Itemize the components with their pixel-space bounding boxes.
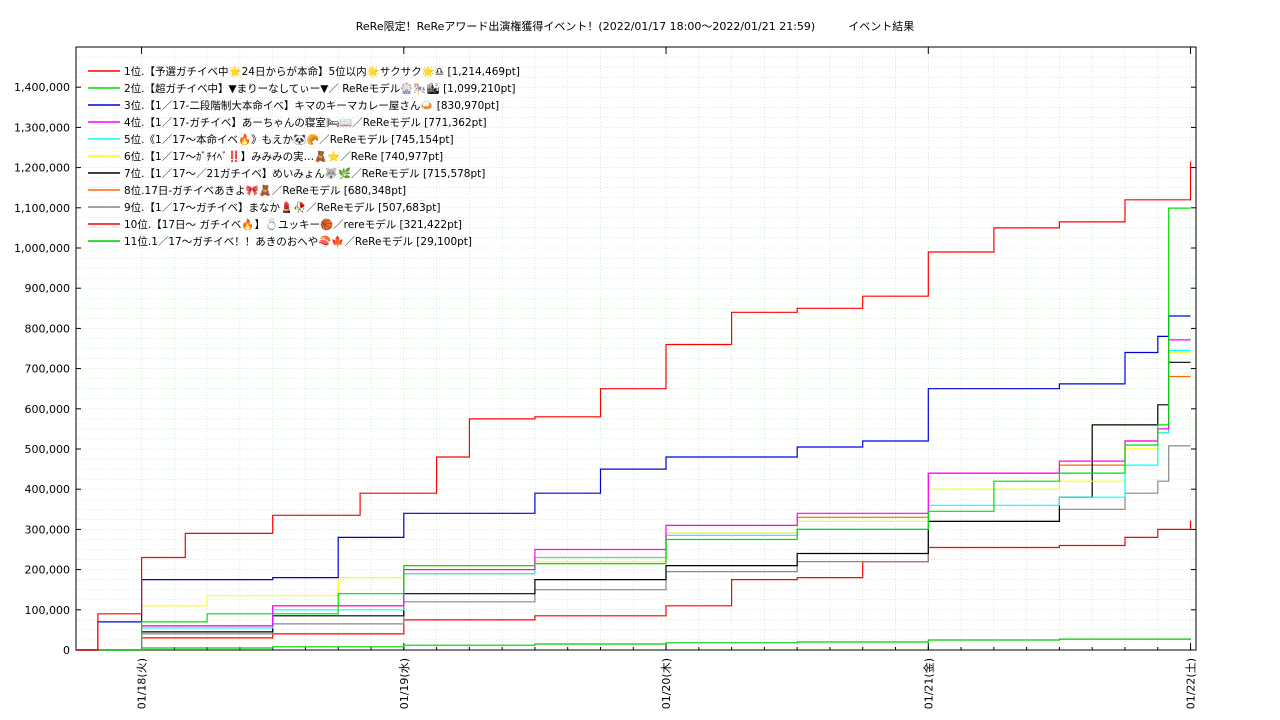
series-line bbox=[76, 315, 1191, 651]
y-tick-label: 400,000 bbox=[25, 483, 71, 496]
series-lines bbox=[76, 161, 1192, 651]
legend-label: 6位.【1／17〜ｶﾞﾁｲﾍﾞ‼️】みみみの実…🧸⭐️／ReRe [740,97… bbox=[124, 150, 443, 163]
y-tick-label: 1,400,000 bbox=[14, 81, 70, 94]
series-line bbox=[76, 351, 1191, 651]
y-tick-label: 1,300,000 bbox=[14, 121, 70, 134]
legend-label: 3位.【1／17-二段階制大本命イベ】キマのキーマカレー屋さん🍛 [830,97… bbox=[124, 99, 499, 112]
y-tick-label: 600,000 bbox=[25, 403, 71, 416]
y-tick-label: 100,000 bbox=[25, 604, 71, 617]
x-tick-label: 01/20(木) bbox=[660, 658, 673, 709]
y-tick-label: 1,100,000 bbox=[14, 202, 70, 215]
y-axis: 0 100,000 200,000 300,000 400,000 500,000 600,… bbox=[14, 81, 1196, 657]
legend-label: 5位.《1／17〜本命イベ🔥》もえか🐼🥐／ReReモデル [745,154pt] bbox=[124, 133, 454, 146]
y-tick-label: 200,000 bbox=[25, 564, 71, 577]
legend-label: 9位.【1／17〜ガチイベ】まなか💄🥀／ReReモデル [507,683pt] bbox=[124, 201, 441, 214]
y-tick-label: 1,000,000 bbox=[14, 242, 70, 255]
series-line bbox=[76, 638, 1192, 651]
x-tick-label: 01/19(水) bbox=[398, 658, 411, 709]
chart-title: ReRe限定！ReReアワード出演権獲得イベント！(2022/01/17 18:… bbox=[355, 20, 915, 33]
y-tick-label: 500,000 bbox=[25, 443, 71, 456]
x-tick-label: 01/18(火) bbox=[136, 658, 149, 709]
legend-label: 4位.【1／17-ガチイベ】あーちゃんの寝室🛏📖／ReReモデル [771,36… bbox=[124, 116, 487, 129]
y-tick-label: 1,200,000 bbox=[14, 162, 70, 175]
legend-label: 10位.【17日〜 ガチイベ🔥】💍ユッキー🏀／rereモデル [321,422p… bbox=[124, 217, 462, 231]
x-tick-label: 01/22(土) bbox=[1185, 658, 1198, 709]
y-tick-label: 900,000 bbox=[25, 282, 71, 295]
series-line bbox=[76, 520, 1192, 651]
legend-label: 1位.【予選ガチイベ中🌟24日からが本命】5位以内🌟サクサク🌟♎ [1,214,… bbox=[124, 65, 520, 78]
legend-label: 2位.【超ガチイベ中】▼まりーなしてぃー▼／ ReReモデル🎡🎠🏙 [1,099… bbox=[124, 82, 516, 95]
grid bbox=[76, 47, 1196, 650]
y-tick-label: 300,000 bbox=[25, 523, 71, 536]
legend-label: 7位.【1／17〜／21ガチイベ】めいみょん🐺🌿／ReReモデル [715,57… bbox=[124, 167, 485, 180]
y-tick-label: 700,000 bbox=[25, 363, 71, 376]
plot-frame bbox=[75, 46, 1197, 651]
legend-label: 11位.1／17〜ガチイベ！！あきのおへや🍣🍁／ReReモデル [29,100p… bbox=[124, 235, 472, 248]
series-line bbox=[76, 207, 1191, 651]
y-tick-label: 0 bbox=[63, 644, 70, 657]
x-tick-label: 01/21(金) bbox=[921, 658, 935, 709]
y-tick-label: 800,000 bbox=[25, 322, 71, 335]
series-line bbox=[76, 161, 1192, 651]
legend: 1位.【予選ガチイベ中🌟24日からが本命】5位以内🌟サクサク🌟♎ [1,214,… bbox=[88, 65, 520, 248]
x-axis: 01/18(火) 01/19(水) 01/20(木) 01/21(金) 01/22(土) bbox=[136, 47, 1198, 709]
legend-label: 8位.17日-ガチイベあきよ🎀🧸／ReReモデル [680,348pt] bbox=[124, 184, 406, 197]
